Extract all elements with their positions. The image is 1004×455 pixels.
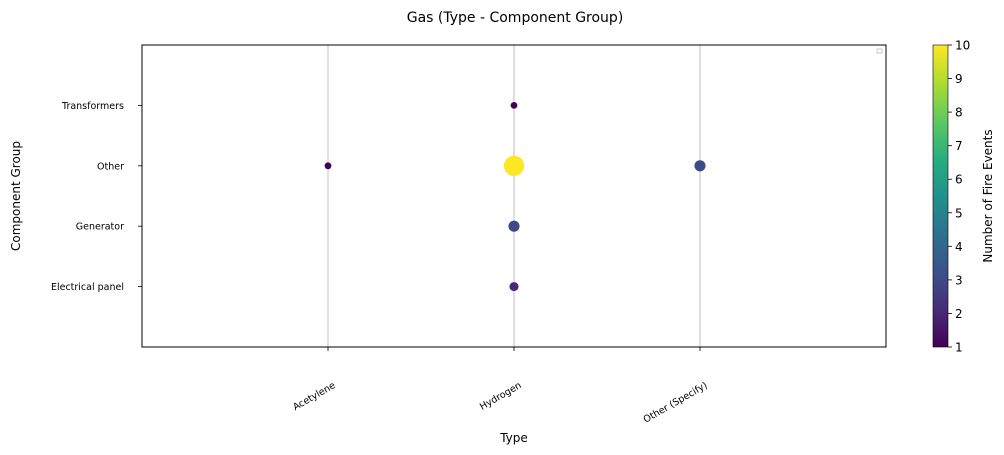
legend-box	[876, 48, 883, 54]
colorbar-label: Number of Fire Events	[981, 129, 995, 262]
data-point	[324, 162, 332, 170]
grid-lines	[327, 45, 701, 347]
y-tick-label: Generator	[76, 222, 124, 233]
chart-title: Gas (Type - Component Group)	[407, 10, 624, 26]
data-point	[694, 160, 706, 172]
y-axis-ticks: Electrical panel Generator Other Transforme…	[51, 101, 142, 293]
colorbar-tick-label: 3	[955, 273, 963, 287]
x-axis-ticks: Acetylene Hydrogen Other (Specify)	[291, 347, 710, 426]
colorbar-tick-label: 1	[955, 341, 963, 355]
data-point	[509, 282, 519, 292]
x-tick-label: Hydrogen	[478, 380, 524, 413]
data-point	[510, 102, 518, 109]
data-point	[503, 155, 525, 176]
colorbar-tick-label: 7	[955, 139, 963, 153]
y-tick-label: Other	[97, 161, 124, 172]
colorbar-tick-label: 5	[955, 206, 963, 220]
y-tick-label: Transformers	[61, 101, 124, 112]
colorbar-ticks: 1 2 3 4 5 6 7 8 9 10	[948, 39, 970, 355]
colorbar	[932, 44, 949, 348]
data-points	[324, 102, 706, 292]
data-point	[508, 220, 520, 232]
colorbar-tick-label: 9	[955, 72, 963, 86]
colorbar-tick-label: 6	[955, 173, 963, 187]
colorbar-tick-label: 10	[955, 39, 970, 53]
x-tick-label: Acetylene	[291, 380, 337, 413]
colorbar-tick-label: 4	[955, 240, 963, 254]
colorbar-tick-label: 2	[955, 307, 963, 321]
colorbar-tick-label: 8	[955, 106, 963, 120]
x-tick-label: Other (Specify)	[642, 380, 710, 426]
y-tick-label: Electrical panel	[51, 282, 124, 293]
x-axis-label: Type	[499, 431, 528, 445]
y-axis-label: Component Group	[9, 141, 23, 251]
